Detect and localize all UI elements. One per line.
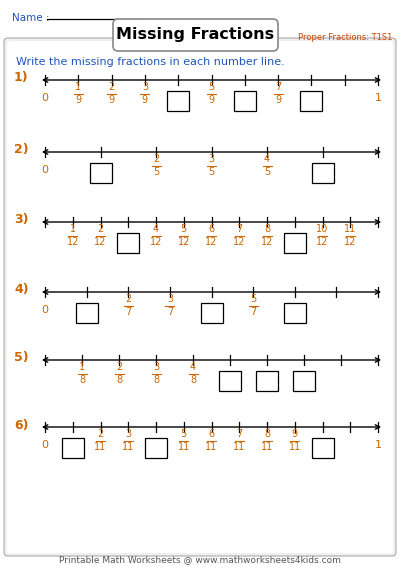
Bar: [312, 438, 334, 458]
Bar: [90, 163, 112, 183]
Text: 1: 1: [374, 93, 382, 103]
Text: 8: 8: [153, 375, 159, 385]
Text: 5: 5: [181, 429, 187, 439]
Bar: [76, 303, 98, 323]
Text: 12: 12: [261, 237, 273, 247]
Text: 1: 1: [75, 82, 81, 92]
Text: 7: 7: [236, 429, 242, 439]
Text: 12: 12: [233, 237, 246, 247]
Text: 6: 6: [208, 429, 214, 439]
Text: 9: 9: [275, 95, 281, 105]
Text: 5: 5: [250, 294, 256, 304]
Text: 3): 3): [14, 214, 28, 226]
Text: 3: 3: [153, 362, 159, 372]
Bar: [256, 371, 278, 391]
Text: 11: 11: [94, 442, 107, 452]
Bar: [312, 163, 334, 183]
Text: 12: 12: [344, 237, 356, 247]
Text: 3: 3: [125, 429, 131, 439]
Text: 4: 4: [153, 224, 159, 234]
Bar: [167, 91, 189, 111]
Text: 12: 12: [178, 237, 190, 247]
FancyBboxPatch shape: [113, 19, 278, 51]
Text: 8: 8: [116, 375, 122, 385]
Text: 5: 5: [153, 167, 159, 177]
Text: 2: 2: [116, 362, 122, 372]
Text: 12: 12: [316, 237, 329, 247]
Text: Missing Fractions: Missing Fractions: [116, 27, 274, 43]
Text: 0: 0: [42, 440, 48, 450]
Text: 12: 12: [94, 237, 107, 247]
Text: 11: 11: [289, 442, 301, 452]
Text: 2: 2: [97, 224, 104, 234]
Text: 11: 11: [205, 442, 218, 452]
Text: 8: 8: [79, 375, 85, 385]
Bar: [300, 91, 322, 111]
Text: 5: 5: [208, 82, 215, 92]
Text: 4: 4: [190, 362, 196, 372]
Text: 9: 9: [75, 95, 81, 105]
Bar: [200, 303, 222, 323]
Text: 9: 9: [142, 95, 148, 105]
Text: 1: 1: [374, 440, 382, 450]
Bar: [219, 371, 241, 391]
Text: 4): 4): [14, 283, 29, 296]
Text: 3: 3: [167, 294, 173, 304]
Text: Write the missing fractions in each number line.: Write the missing fractions in each numb…: [16, 57, 285, 67]
Text: 7: 7: [236, 224, 242, 234]
Text: 9: 9: [108, 95, 115, 105]
Text: 2: 2: [153, 154, 159, 164]
Text: 7: 7: [250, 307, 256, 317]
Text: 1: 1: [70, 224, 76, 234]
Text: 0: 0: [42, 165, 48, 175]
FancyBboxPatch shape: [7, 41, 393, 553]
Text: 5: 5: [181, 224, 187, 234]
Text: 9: 9: [292, 429, 298, 439]
Text: 0: 0: [42, 93, 48, 103]
Text: 6): 6): [14, 418, 28, 431]
Text: 7: 7: [167, 307, 173, 317]
Bar: [145, 438, 167, 458]
Text: 11: 11: [344, 224, 356, 234]
Text: 5): 5): [14, 352, 29, 364]
Text: 1): 1): [14, 71, 29, 84]
Text: 2): 2): [14, 144, 29, 157]
Text: 12: 12: [205, 237, 218, 247]
Bar: [117, 233, 139, 253]
Text: 10: 10: [316, 224, 329, 234]
Text: 3: 3: [142, 82, 148, 92]
Text: 6: 6: [208, 224, 214, 234]
Text: 2: 2: [97, 429, 104, 439]
Text: Name :: Name :: [12, 13, 53, 23]
Text: Printable Math Worksheets @ www.mathworksheets4kids.com: Printable Math Worksheets @ www.mathwork…: [59, 555, 341, 564]
Bar: [284, 233, 306, 253]
Text: 2: 2: [125, 294, 131, 304]
Text: 3: 3: [208, 154, 214, 164]
Bar: [293, 371, 315, 391]
Text: 9: 9: [208, 95, 214, 105]
Text: 8: 8: [264, 429, 270, 439]
Text: Proper Fractions: T1S1: Proper Fractions: T1S1: [298, 33, 392, 42]
Text: 2: 2: [108, 82, 115, 92]
Text: 11: 11: [122, 442, 134, 452]
Text: 8: 8: [264, 224, 270, 234]
Text: 8: 8: [190, 375, 196, 385]
Text: 4: 4: [264, 154, 270, 164]
Text: 0: 0: [42, 305, 48, 315]
Text: 5: 5: [264, 167, 270, 177]
Text: 5: 5: [208, 167, 215, 177]
Text: 11: 11: [233, 442, 245, 452]
Bar: [234, 91, 256, 111]
Bar: [62, 438, 84, 458]
Text: 12: 12: [150, 237, 162, 247]
Text: 11: 11: [261, 442, 273, 452]
Text: 11: 11: [178, 442, 190, 452]
Text: 1: 1: [79, 362, 85, 372]
Text: 12: 12: [66, 237, 79, 247]
Bar: [284, 303, 306, 323]
FancyBboxPatch shape: [4, 38, 396, 556]
Text: 7: 7: [275, 82, 281, 92]
Text: 7: 7: [125, 307, 131, 317]
